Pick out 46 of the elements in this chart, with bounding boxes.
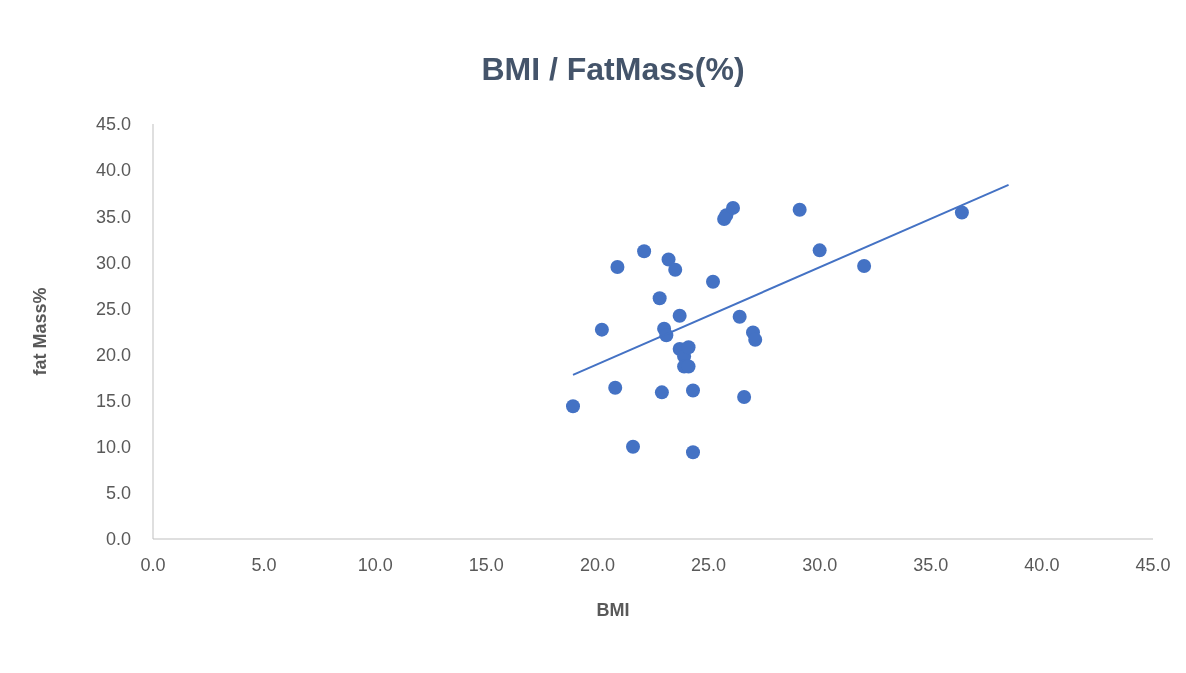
point [654,385,669,400]
y-tick-label: 35.0 [95,206,131,227]
x-tick-label: 45.0 [1135,555,1171,575]
x-tick-label: 35.0 [913,555,949,575]
x-tick-label: 25.0 [691,555,727,575]
point [594,322,609,337]
x-tick-label: 5.0 [251,555,277,575]
y-tick-label: 25.0 [95,298,131,319]
point [706,274,720,289]
x-tick-label: 15.0 [468,555,504,575]
x-tick-label: 40.0 [1024,555,1060,575]
point [608,380,623,395]
x-tick-label: 10.0 [357,555,393,575]
chart-title: BMI / FatMass(%) [481,51,745,87]
y-tick-label: 10.0 [95,437,131,458]
point [726,200,740,215]
point [732,309,747,324]
x-tick-label: 20.0 [579,555,615,575]
point [652,291,667,306]
point [672,308,687,323]
point [686,445,700,460]
y-tick-label: 20.0 [95,344,131,365]
point [681,340,696,355]
point [812,243,827,258]
y-tick-label: 5.0 [105,483,131,504]
point [668,262,683,277]
point [737,389,752,404]
point [566,399,580,414]
y-axis-title: fat Mass% [30,287,50,376]
point [792,202,807,217]
y-tick-label: 40.0 [95,160,131,181]
point [857,259,872,274]
point [626,439,640,454]
point [748,332,763,347]
y-tick-label: 15.0 [95,390,131,411]
x-tick-label: 30.0 [802,555,838,575]
x-axis-title: BMI [596,600,630,620]
y-tick-label: 45.0 [95,114,131,135]
point [661,252,676,267]
point [954,205,969,220]
point [637,244,652,259]
point [610,259,625,274]
point [686,383,700,398]
y-tick-label: 30.0 [95,252,131,273]
x-tick-label: 0.0 [140,555,166,575]
y-tick-label: 0.0 [105,529,131,550]
